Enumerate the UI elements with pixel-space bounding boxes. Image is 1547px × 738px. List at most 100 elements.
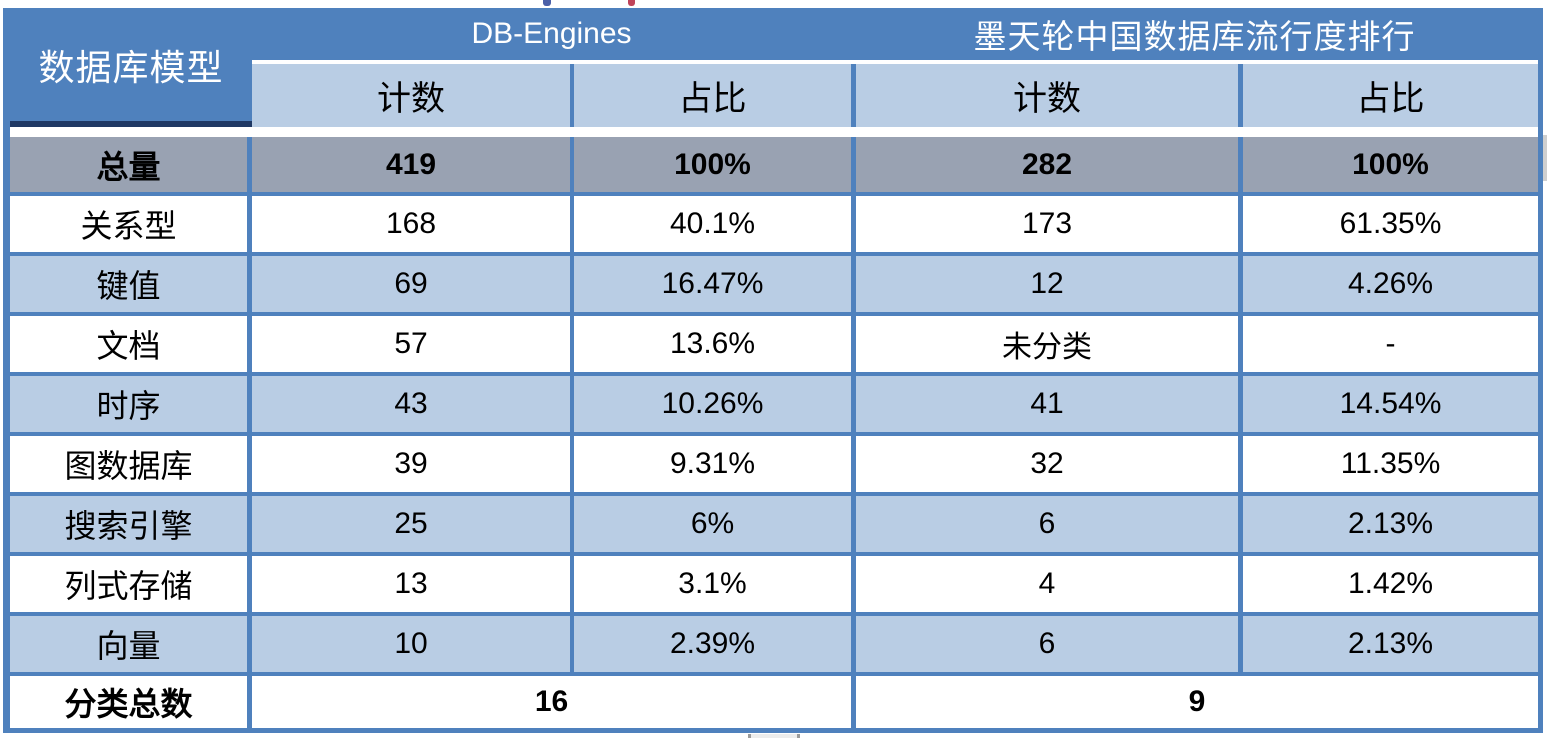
grid-line [247, 556, 252, 612]
data-cell: 419 [252, 137, 570, 192]
grid-line [570, 616, 574, 672]
data-cell: 282 [856, 137, 1238, 192]
grid-line [247, 616, 252, 672]
grid-line [570, 376, 574, 432]
table-row: 关系型 168 40.1% 173 61.35% [10, 196, 1538, 252]
grid-line [247, 376, 252, 432]
table-row: 键值 69 16.47% 12 4.26% [10, 256, 1538, 312]
data-cell: 12 [856, 256, 1238, 312]
data-cell: 61.35% [1243, 196, 1538, 252]
grid-line [570, 137, 574, 192]
data-cell: 11.35% [1243, 436, 1538, 492]
row-label-cell: 时序 [10, 376, 247, 432]
grid-line [1238, 496, 1243, 552]
sub-header-share-mo: 占比 [1243, 64, 1538, 127]
table-header: 数据库模型 DB-Engines 墨天轮中国数据库流行度排行 计数 占比 计数 … [10, 8, 1538, 127]
grid-line [851, 616, 856, 672]
data-cell: 13 [252, 556, 570, 612]
row-label-cell: 文档 [10, 316, 247, 372]
grid-line [247, 137, 252, 192]
table-row: 向量 10 2.39% 6 2.13% [10, 616, 1538, 672]
grid-line [10, 372, 1538, 376]
row-label-cell: 键值 [10, 256, 247, 312]
grid-line [570, 196, 574, 252]
grid-line [570, 316, 574, 372]
sub-header-row: 计数 占比 计数 占比 [252, 64, 1538, 127]
grid-line [10, 612, 1538, 616]
data-cell: 10.26% [574, 376, 851, 432]
grid-line [1238, 196, 1243, 252]
vertical-scrollbar-fragment[interactable] [1543, 135, 1547, 181]
header-right-section: DB-Engines 墨天轮中国数据库流行度排行 计数 占比 计数 占比 [252, 8, 1538, 127]
grid-line [1238, 376, 1243, 432]
data-cell: 16.47% [574, 256, 851, 312]
grid-line [570, 256, 574, 312]
group-header-row: DB-Engines 墨天轮中国数据库流行度排行 [252, 8, 1538, 60]
total-row: 总量 419 100% 282 100% [10, 137, 1538, 192]
table-row: 图数据库 39 9.31% 32 11.35% [10, 436, 1538, 492]
grid-line [851, 436, 856, 492]
group-header-motianlun: 墨天轮中国数据库流行度排行 [973, 20, 1416, 56]
data-cell: 57 [252, 316, 570, 372]
data-cell: 9.31% [574, 436, 851, 492]
table-row: 列式存储 13 3.1% 4 1.42% [10, 556, 1538, 612]
footer-row: 分类总数 16 9 [10, 676, 1538, 728]
table-row: 时序 43 10.26% 41 14.54% [10, 376, 1538, 432]
grid-line [10, 192, 1538, 196]
data-cell: 173 [856, 196, 1238, 252]
data-cell: 6 [856, 496, 1238, 552]
row-label-cell: 列式存储 [10, 556, 247, 612]
grid-line [10, 252, 1538, 256]
data-cell: 4.26% [1243, 256, 1538, 312]
data-cell: 39 [252, 436, 570, 492]
grid-line [851, 676, 856, 728]
data-cell: 1.42% [1243, 556, 1538, 612]
cropped-text-artifact [628, 0, 635, 6]
row-label-cell: 关系型 [10, 196, 247, 252]
table-row: 搜索引擎 25 6% 6 2.13% [10, 496, 1538, 552]
data-cell: 未分类 [856, 316, 1238, 372]
grid-line [1238, 556, 1243, 612]
data-cell: 14.54% [1243, 376, 1538, 432]
grid-line [247, 676, 252, 728]
data-cell: 168 [252, 196, 570, 252]
data-cell: 69 [252, 256, 570, 312]
grid-line [851, 256, 856, 312]
grid-line [570, 436, 574, 492]
grid-line [247, 496, 252, 552]
data-cell: 6% [574, 496, 851, 552]
data-cell: 2.13% [1243, 616, 1538, 672]
grid-line [570, 556, 574, 612]
data-cell: 4 [856, 556, 1238, 612]
data-cell: 100% [1243, 137, 1538, 192]
header-divider [252, 60, 1538, 64]
grid-line [851, 137, 856, 192]
row-label-cell: 图数据库 [10, 436, 247, 492]
data-cell-merged: 9 [856, 676, 1538, 728]
header-body-gap [10, 127, 1538, 137]
data-cell: 13.6% [574, 316, 851, 372]
data-cell-merged: 16 [252, 676, 851, 728]
grid-line [851, 376, 856, 432]
data-cell: 25 [252, 496, 570, 552]
data-cell: 40.1% [574, 196, 851, 252]
horizontal-scrollbar-fragment[interactable] [748, 734, 800, 738]
grid-line [247, 436, 252, 492]
row-label-cell: 总量 [10, 137, 247, 192]
grid-line [851, 316, 856, 372]
grid-line [1238, 137, 1243, 192]
grid-line [1238, 616, 1243, 672]
corner-header-cell: 数据库模型 [10, 8, 252, 127]
grid-line [10, 492, 1538, 496]
cropped-text-artifact [543, 0, 551, 6]
grid-line [247, 256, 252, 312]
grid-line [247, 196, 252, 252]
grid-line [851, 556, 856, 612]
sub-header-count-db: 计数 [252, 64, 570, 127]
grid-line [851, 496, 856, 552]
data-cell: 2.13% [1243, 496, 1538, 552]
sub-header-share-db: 占比 [574, 64, 851, 127]
grid-line [10, 432, 1538, 436]
grid-line [570, 64, 574, 127]
